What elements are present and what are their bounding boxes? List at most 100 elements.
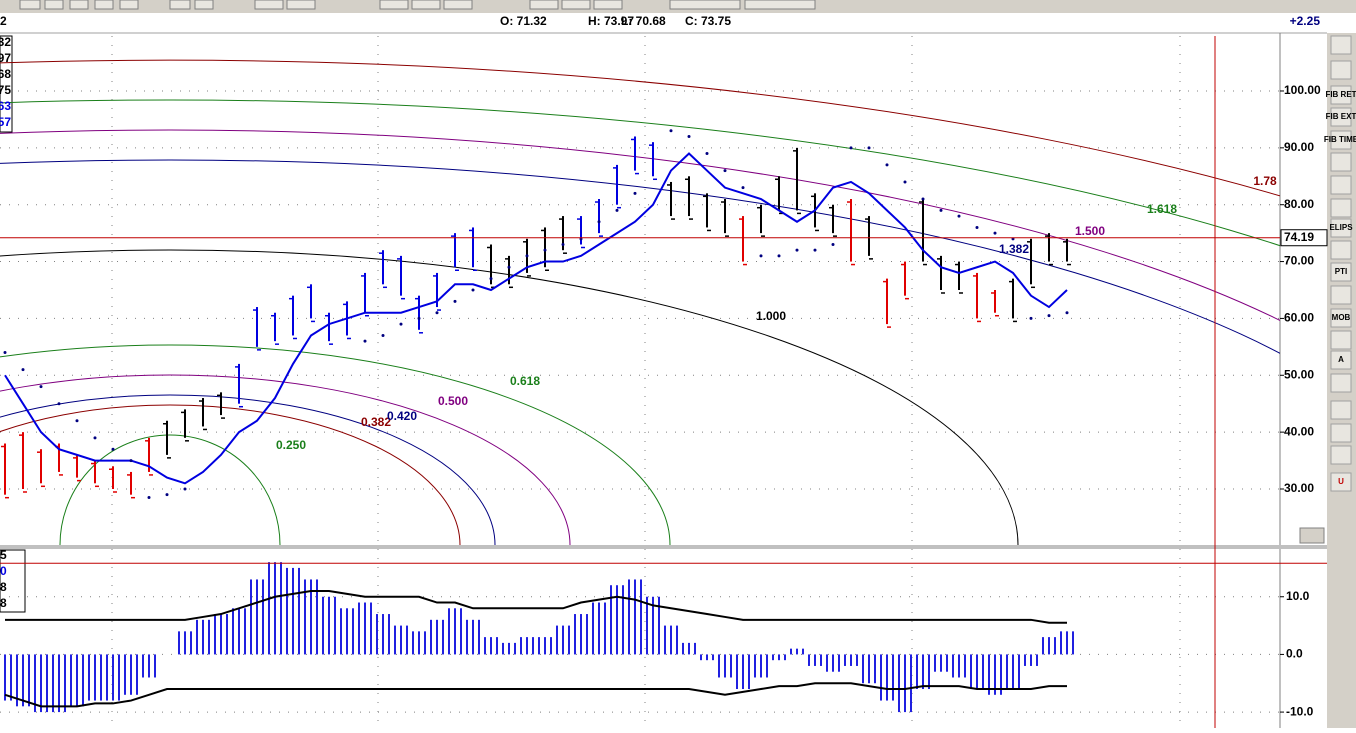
tool-button[interactable] <box>69 0 89 10</box>
osc-legend-value: 5 <box>0 548 7 562</box>
tool-button[interactable] <box>1330 285 1352 305</box>
sar-dot <box>111 447 115 451</box>
tool-label: FIB EXT <box>1326 112 1356 121</box>
sar-dot <box>795 248 799 252</box>
sar-dot <box>1047 314 1051 318</box>
fib-label: 1.78 <box>1253 174 1277 188</box>
fib-label: 1.500 <box>1075 224 1105 238</box>
tool-button[interactable] <box>1330 175 1352 195</box>
fib-arc <box>0 99 1280 247</box>
tool-button[interactable] <box>411 0 441 10</box>
tool-label: MOB <box>1332 313 1351 322</box>
fib-arc <box>0 249 1019 545</box>
sar-dot <box>417 316 421 320</box>
y-tick-label: 50.00 <box>1284 367 1314 381</box>
sar-dot <box>705 152 709 156</box>
fib-arc <box>0 159 1280 354</box>
sar-dot <box>561 243 565 247</box>
sar-dot <box>759 254 763 258</box>
sar-dot <box>813 248 817 252</box>
tool-button[interactable] <box>593 0 623 10</box>
tool-button[interactable] <box>1330 107 1352 127</box>
scale-button[interactable] <box>1299 527 1325 544</box>
sar-dot <box>525 254 529 258</box>
sar-dot <box>543 248 547 252</box>
tool-button[interactable] <box>1330 262 1352 282</box>
sar-dot <box>471 288 475 292</box>
side-buttons: FIB RET FIB EXT FIB TIME ELIPS PTI MOB A U <box>1324 35 1356 492</box>
tool-label: A <box>1338 355 1344 364</box>
tool-button[interactable] <box>1330 240 1352 260</box>
tool-button[interactable] <box>443 0 473 10</box>
sar-dot <box>939 208 943 212</box>
fib-arc <box>59 434 281 545</box>
fib-arc <box>0 374 571 545</box>
y-tick-label: 60.00 <box>1284 311 1314 325</box>
tool-button[interactable] <box>669 0 741 10</box>
sar-dot <box>885 163 889 167</box>
tool-button[interactable] <box>1330 218 1352 238</box>
sar-dot <box>921 197 925 201</box>
tool-button[interactable] <box>1330 373 1352 393</box>
tool-button[interactable] <box>1330 60 1352 80</box>
close: C: 73.75 <box>685 14 731 28</box>
sar-dot <box>183 487 187 491</box>
sar-dot <box>993 231 997 235</box>
tool-button[interactable] <box>529 0 559 10</box>
sar-dot <box>129 459 133 463</box>
tool-button[interactable] <box>1330 152 1352 172</box>
tool-label: U <box>1338 477 1344 486</box>
tool-button[interactable] <box>169 0 191 10</box>
tool-button[interactable] <box>254 0 284 10</box>
y-tick-label: 40.00 <box>1284 424 1314 438</box>
sar-dot <box>363 339 367 343</box>
sar-dot <box>57 402 61 406</box>
y-tick-label: 30.00 <box>1284 481 1314 495</box>
tool-button[interactable] <box>19 0 41 10</box>
tool-button[interactable] <box>1330 308 1352 328</box>
y-tick-label: 70.00 <box>1284 254 1314 268</box>
tool-label: PTI <box>1335 267 1347 276</box>
tool-button[interactable] <box>744 0 816 10</box>
tool-button[interactable] <box>1330 85 1352 105</box>
legend-value: 32 <box>0 35 11 49</box>
fib-label: 1.382 <box>999 242 1029 256</box>
fib-arc <box>0 129 1280 321</box>
tool-button[interactable] <box>1330 472 1352 492</box>
tool-button[interactable] <box>1330 350 1352 370</box>
tool-button[interactable] <box>1330 400 1352 420</box>
tool-button[interactable] <box>1330 35 1352 55</box>
tool-button[interactable] <box>94 0 114 10</box>
y-tick-label: 0.0 <box>1286 647 1303 661</box>
y-tick-label: 80.00 <box>1284 197 1314 211</box>
tool-button[interactable] <box>44 0 64 10</box>
sar-dot <box>957 214 961 218</box>
fib-arc <box>0 404 461 545</box>
sar-dot <box>597 220 601 224</box>
tool-button[interactable] <box>1330 423 1352 443</box>
oscillator-pane <box>0 549 1280 728</box>
pane-separator <box>0 545 1327 549</box>
sar-dot <box>435 311 439 315</box>
tool-button[interactable] <box>561 0 591 10</box>
change: +2.25 <box>1290 14 1321 28</box>
fib-label: 0.420 <box>387 409 417 423</box>
tool-button[interactable] <box>1330 130 1352 150</box>
tool-button[interactable] <box>1330 445 1352 465</box>
tool-button[interactable] <box>286 0 316 10</box>
osc-legend-value: 8 <box>0 596 7 610</box>
fib-label: 0.500 <box>438 394 468 408</box>
tool-button[interactable] <box>379 0 409 10</box>
sar-dot <box>1029 316 1033 320</box>
band-upper <box>5 589 1067 624</box>
low: L: 70.68 <box>621 14 666 28</box>
sar-dot <box>381 333 385 337</box>
info-bar <box>0 13 1327 33</box>
tool-button[interactable] <box>1330 198 1352 218</box>
tool-button[interactable] <box>194 0 214 10</box>
sar-dot <box>399 322 403 326</box>
tool-button[interactable] <box>1330 330 1352 350</box>
tool-button[interactable] <box>119 0 139 10</box>
current-price-label: 74.19 <box>1284 230 1314 244</box>
